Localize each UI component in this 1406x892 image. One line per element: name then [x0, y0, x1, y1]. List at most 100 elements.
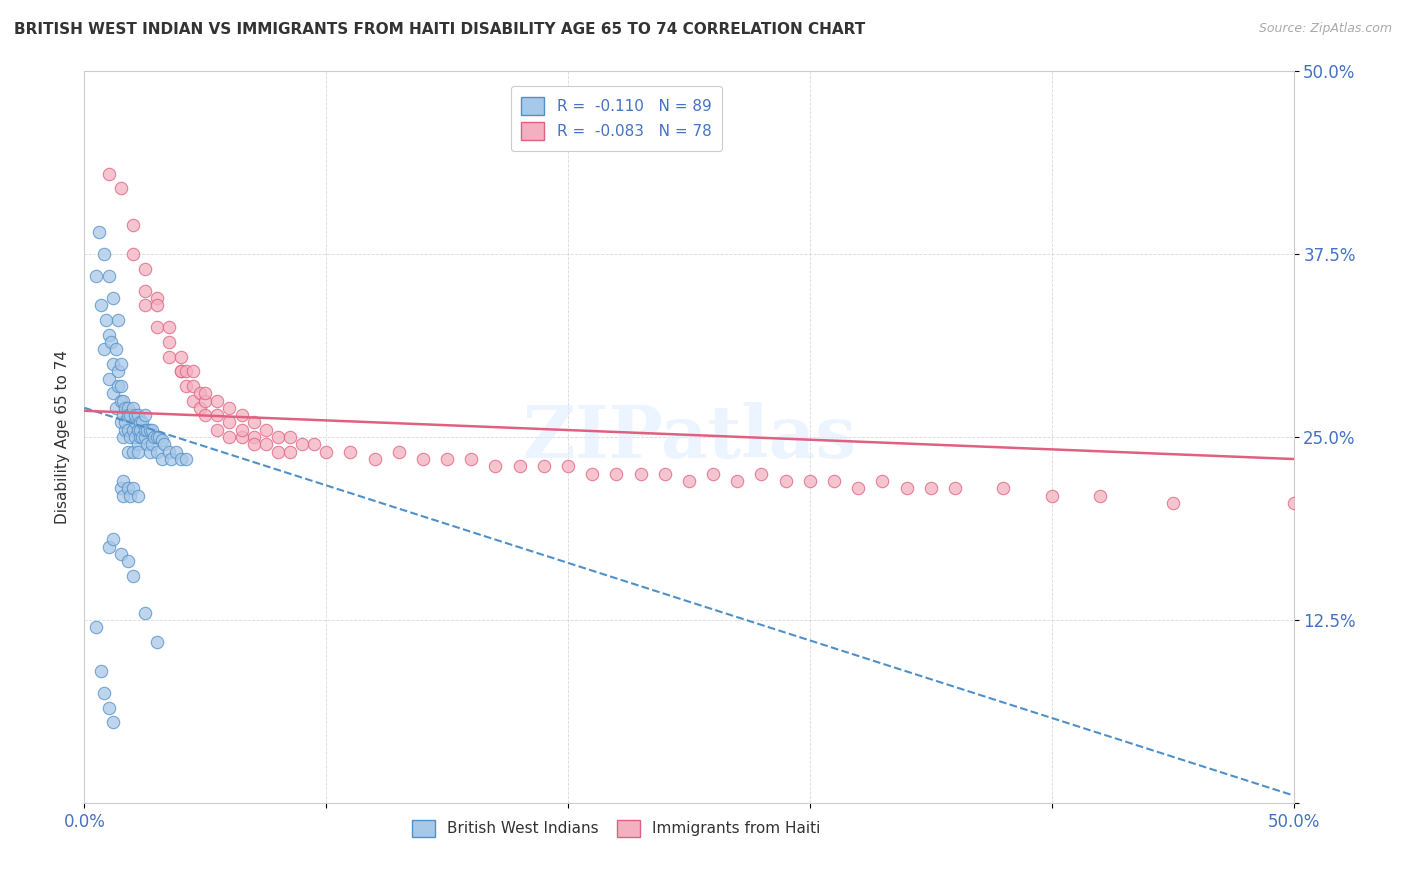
Point	[823, 474, 845, 488]
Point	[129, 423, 152, 437]
Point	[339, 444, 361, 458]
Point	[121, 444, 143, 458]
Point	[117, 423, 139, 437]
Point	[136, 423, 159, 437]
Point	[97, 327, 120, 342]
Point	[190, 401, 212, 415]
Point	[436, 452, 458, 467]
Point	[267, 430, 290, 444]
Point	[194, 393, 217, 408]
Point	[97, 540, 120, 554]
Point	[120, 489, 142, 503]
Point	[254, 437, 277, 451]
Point	[127, 408, 149, 422]
Point	[231, 408, 253, 422]
Point	[134, 430, 156, 444]
Point	[117, 554, 139, 568]
Point	[127, 444, 149, 458]
Point	[231, 423, 253, 437]
Point	[174, 379, 197, 393]
Point	[751, 467, 773, 481]
Point	[557, 459, 579, 474]
Point	[630, 467, 652, 481]
Point	[146, 444, 169, 458]
Point	[605, 467, 627, 481]
Point	[117, 444, 139, 458]
Point	[231, 430, 253, 444]
Point	[138, 444, 160, 458]
Point	[146, 320, 169, 334]
Point	[1282, 496, 1305, 510]
Point	[90, 664, 112, 678]
Point	[207, 408, 229, 422]
Text: BRITISH WEST INDIAN VS IMMIGRANTS FROM HAITI DISABILITY AGE 65 TO 74 CORRELATION: BRITISH WEST INDIAN VS IMMIGRANTS FROM H…	[14, 22, 865, 37]
Point	[388, 444, 411, 458]
Point	[170, 364, 193, 378]
Point	[104, 343, 127, 357]
Point	[872, 474, 894, 488]
Point	[131, 430, 153, 444]
Point	[218, 401, 240, 415]
Point	[94, 313, 117, 327]
Point	[121, 423, 143, 437]
Point	[150, 433, 173, 447]
Point	[112, 408, 135, 422]
Point	[112, 489, 135, 503]
Point	[107, 379, 129, 393]
Point	[121, 218, 143, 232]
Point	[112, 430, 135, 444]
Point	[121, 247, 143, 261]
Point	[104, 401, 127, 415]
Point	[127, 423, 149, 437]
Point	[242, 430, 264, 444]
Point	[110, 181, 132, 195]
Point	[174, 364, 197, 378]
Point	[127, 489, 149, 503]
Point	[129, 416, 152, 430]
Point	[412, 452, 434, 467]
Point	[121, 481, 143, 495]
Point	[725, 474, 748, 488]
Point	[146, 635, 169, 649]
Point	[97, 700, 120, 714]
Point	[146, 291, 169, 305]
Point	[157, 320, 180, 334]
Point	[775, 474, 797, 488]
Point	[484, 459, 506, 474]
Point	[117, 408, 139, 422]
Point	[124, 416, 146, 430]
Point	[654, 467, 676, 481]
Point	[181, 393, 204, 408]
Point	[846, 481, 869, 495]
Point	[207, 393, 229, 408]
Point	[218, 416, 240, 430]
Point	[146, 430, 169, 444]
Point	[93, 343, 115, 357]
Point	[134, 423, 156, 437]
Point	[678, 474, 700, 488]
Point	[121, 401, 143, 415]
Point	[103, 386, 125, 401]
Point	[110, 393, 132, 408]
Point	[920, 481, 942, 495]
Point	[170, 364, 193, 378]
Point	[509, 459, 531, 474]
Point	[533, 459, 555, 474]
Point	[1088, 489, 1111, 503]
Point	[138, 423, 160, 437]
Point	[242, 416, 264, 430]
Point	[114, 401, 136, 415]
Point	[363, 452, 385, 467]
Point	[107, 364, 129, 378]
Point	[896, 481, 918, 495]
Point	[121, 569, 143, 583]
Point	[86, 269, 108, 284]
Point	[134, 408, 156, 422]
Point	[131, 416, 153, 430]
Point	[134, 298, 156, 312]
Point	[242, 437, 264, 451]
Point	[90, 298, 112, 312]
Point	[190, 386, 212, 401]
Point	[134, 284, 156, 298]
Point	[174, 452, 197, 467]
